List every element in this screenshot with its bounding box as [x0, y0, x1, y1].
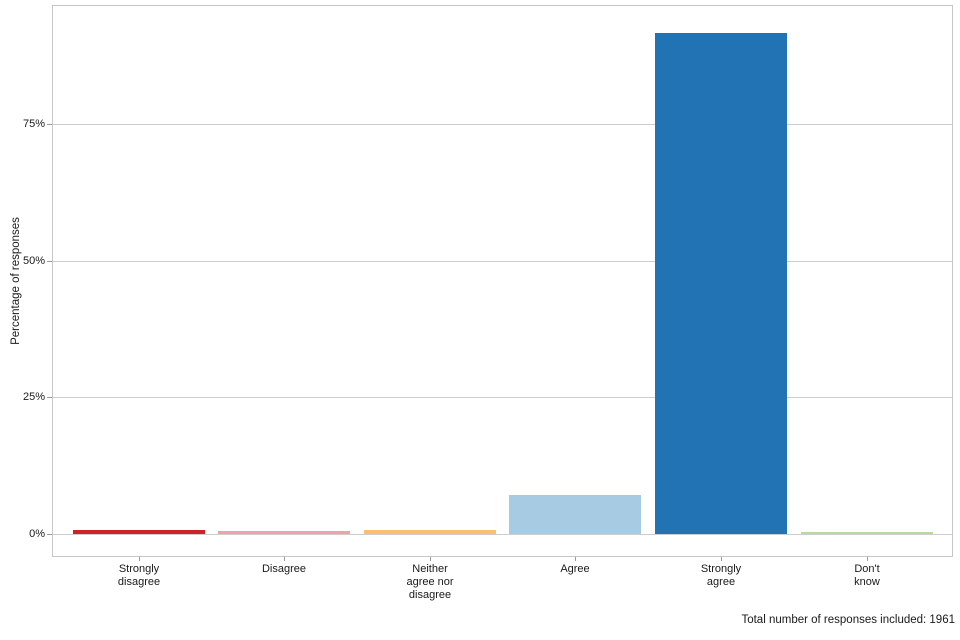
gridline-75: [53, 124, 952, 125]
y-tick-label: 75%: [22, 118, 45, 130]
bar-neither-agree-nor-disagree: [364, 530, 496, 534]
bar-don-t-know: [801, 532, 933, 534]
x-tick-label-neither-agree-nor-disagree: Neither agree nor disagree: [406, 563, 454, 601]
x-tick-mark: [284, 557, 285, 561]
gridline-50: [53, 261, 952, 262]
x-tick-mark: [139, 557, 140, 561]
gridline-0: [53, 534, 952, 535]
x-tick-label-strongly-agree: Strongly agree: [700, 563, 742, 588]
x-tick-mark: [867, 557, 868, 561]
x-tick-label-disagree: Disagree: [261, 563, 307, 575]
y-tick-mark: [47, 534, 52, 535]
plot-area: [52, 5, 953, 557]
bar-agree: [509, 495, 641, 534]
x-tick-mark: [430, 557, 431, 561]
bar-strongly-agree: [655, 33, 787, 534]
x-tick-mark: [721, 557, 722, 561]
x-tick-label-don-t-know: Don't know: [854, 563, 880, 588]
y-tick-label: 50%: [22, 255, 45, 267]
x-tick-mark: [575, 557, 576, 561]
y-tick-mark: [47, 124, 52, 125]
y-tick-mark: [47, 397, 52, 398]
y-tick-label: 25%: [22, 391, 45, 403]
x-tick-label-agree: Agree: [560, 563, 590, 575]
bar-disagree: [218, 531, 350, 534]
y-axis-title: Percentage of responses: [10, 217, 22, 345]
y-tick-mark: [47, 261, 52, 262]
bar-strongly-disagree: [73, 530, 205, 534]
total-responses-caption: Total number of responses included: 1961: [741, 614, 955, 626]
gridline-25: [53, 397, 952, 398]
x-tick-label-strongly-disagree: Strongly disagree: [117, 563, 161, 588]
y-tick-label: 0%: [29, 528, 45, 540]
